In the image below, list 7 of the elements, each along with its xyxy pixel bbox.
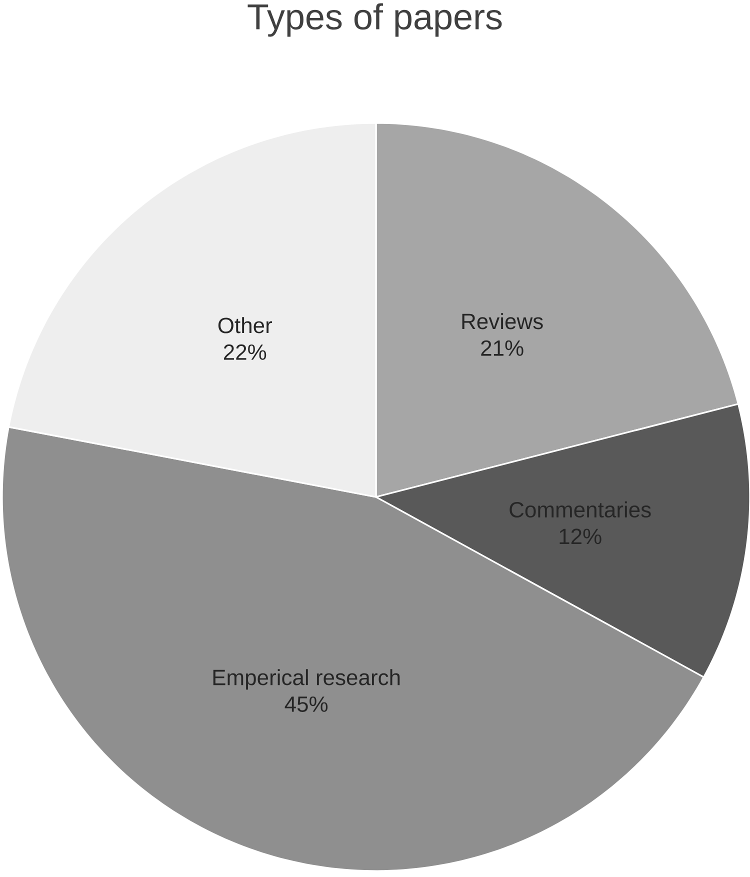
data-label: 22% xyxy=(224,344,266,360)
slice-label: Other xyxy=(218,317,272,334)
chart-title: Types of papers xyxy=(248,3,502,37)
data-label: 45% xyxy=(284,696,328,712)
slice-label: Reviews xyxy=(462,313,543,330)
data-label: 21% xyxy=(481,340,524,356)
slice-label: Emperical research xyxy=(213,669,400,690)
